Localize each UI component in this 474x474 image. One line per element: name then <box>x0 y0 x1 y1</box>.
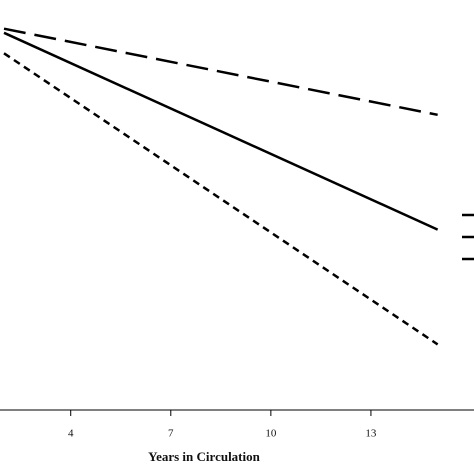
x-tick-label: 13 <box>365 428 377 440</box>
x-tick-label: 4 <box>68 428 74 440</box>
x-axis-label: Years in Circulation <box>148 449 260 464</box>
series-line <box>3 27 438 117</box>
series-line <box>3 31 439 231</box>
x-tick-label: 7 <box>168 428 174 440</box>
x-tick-label: 10 <box>265 428 277 440</box>
series-line <box>3 52 439 346</box>
